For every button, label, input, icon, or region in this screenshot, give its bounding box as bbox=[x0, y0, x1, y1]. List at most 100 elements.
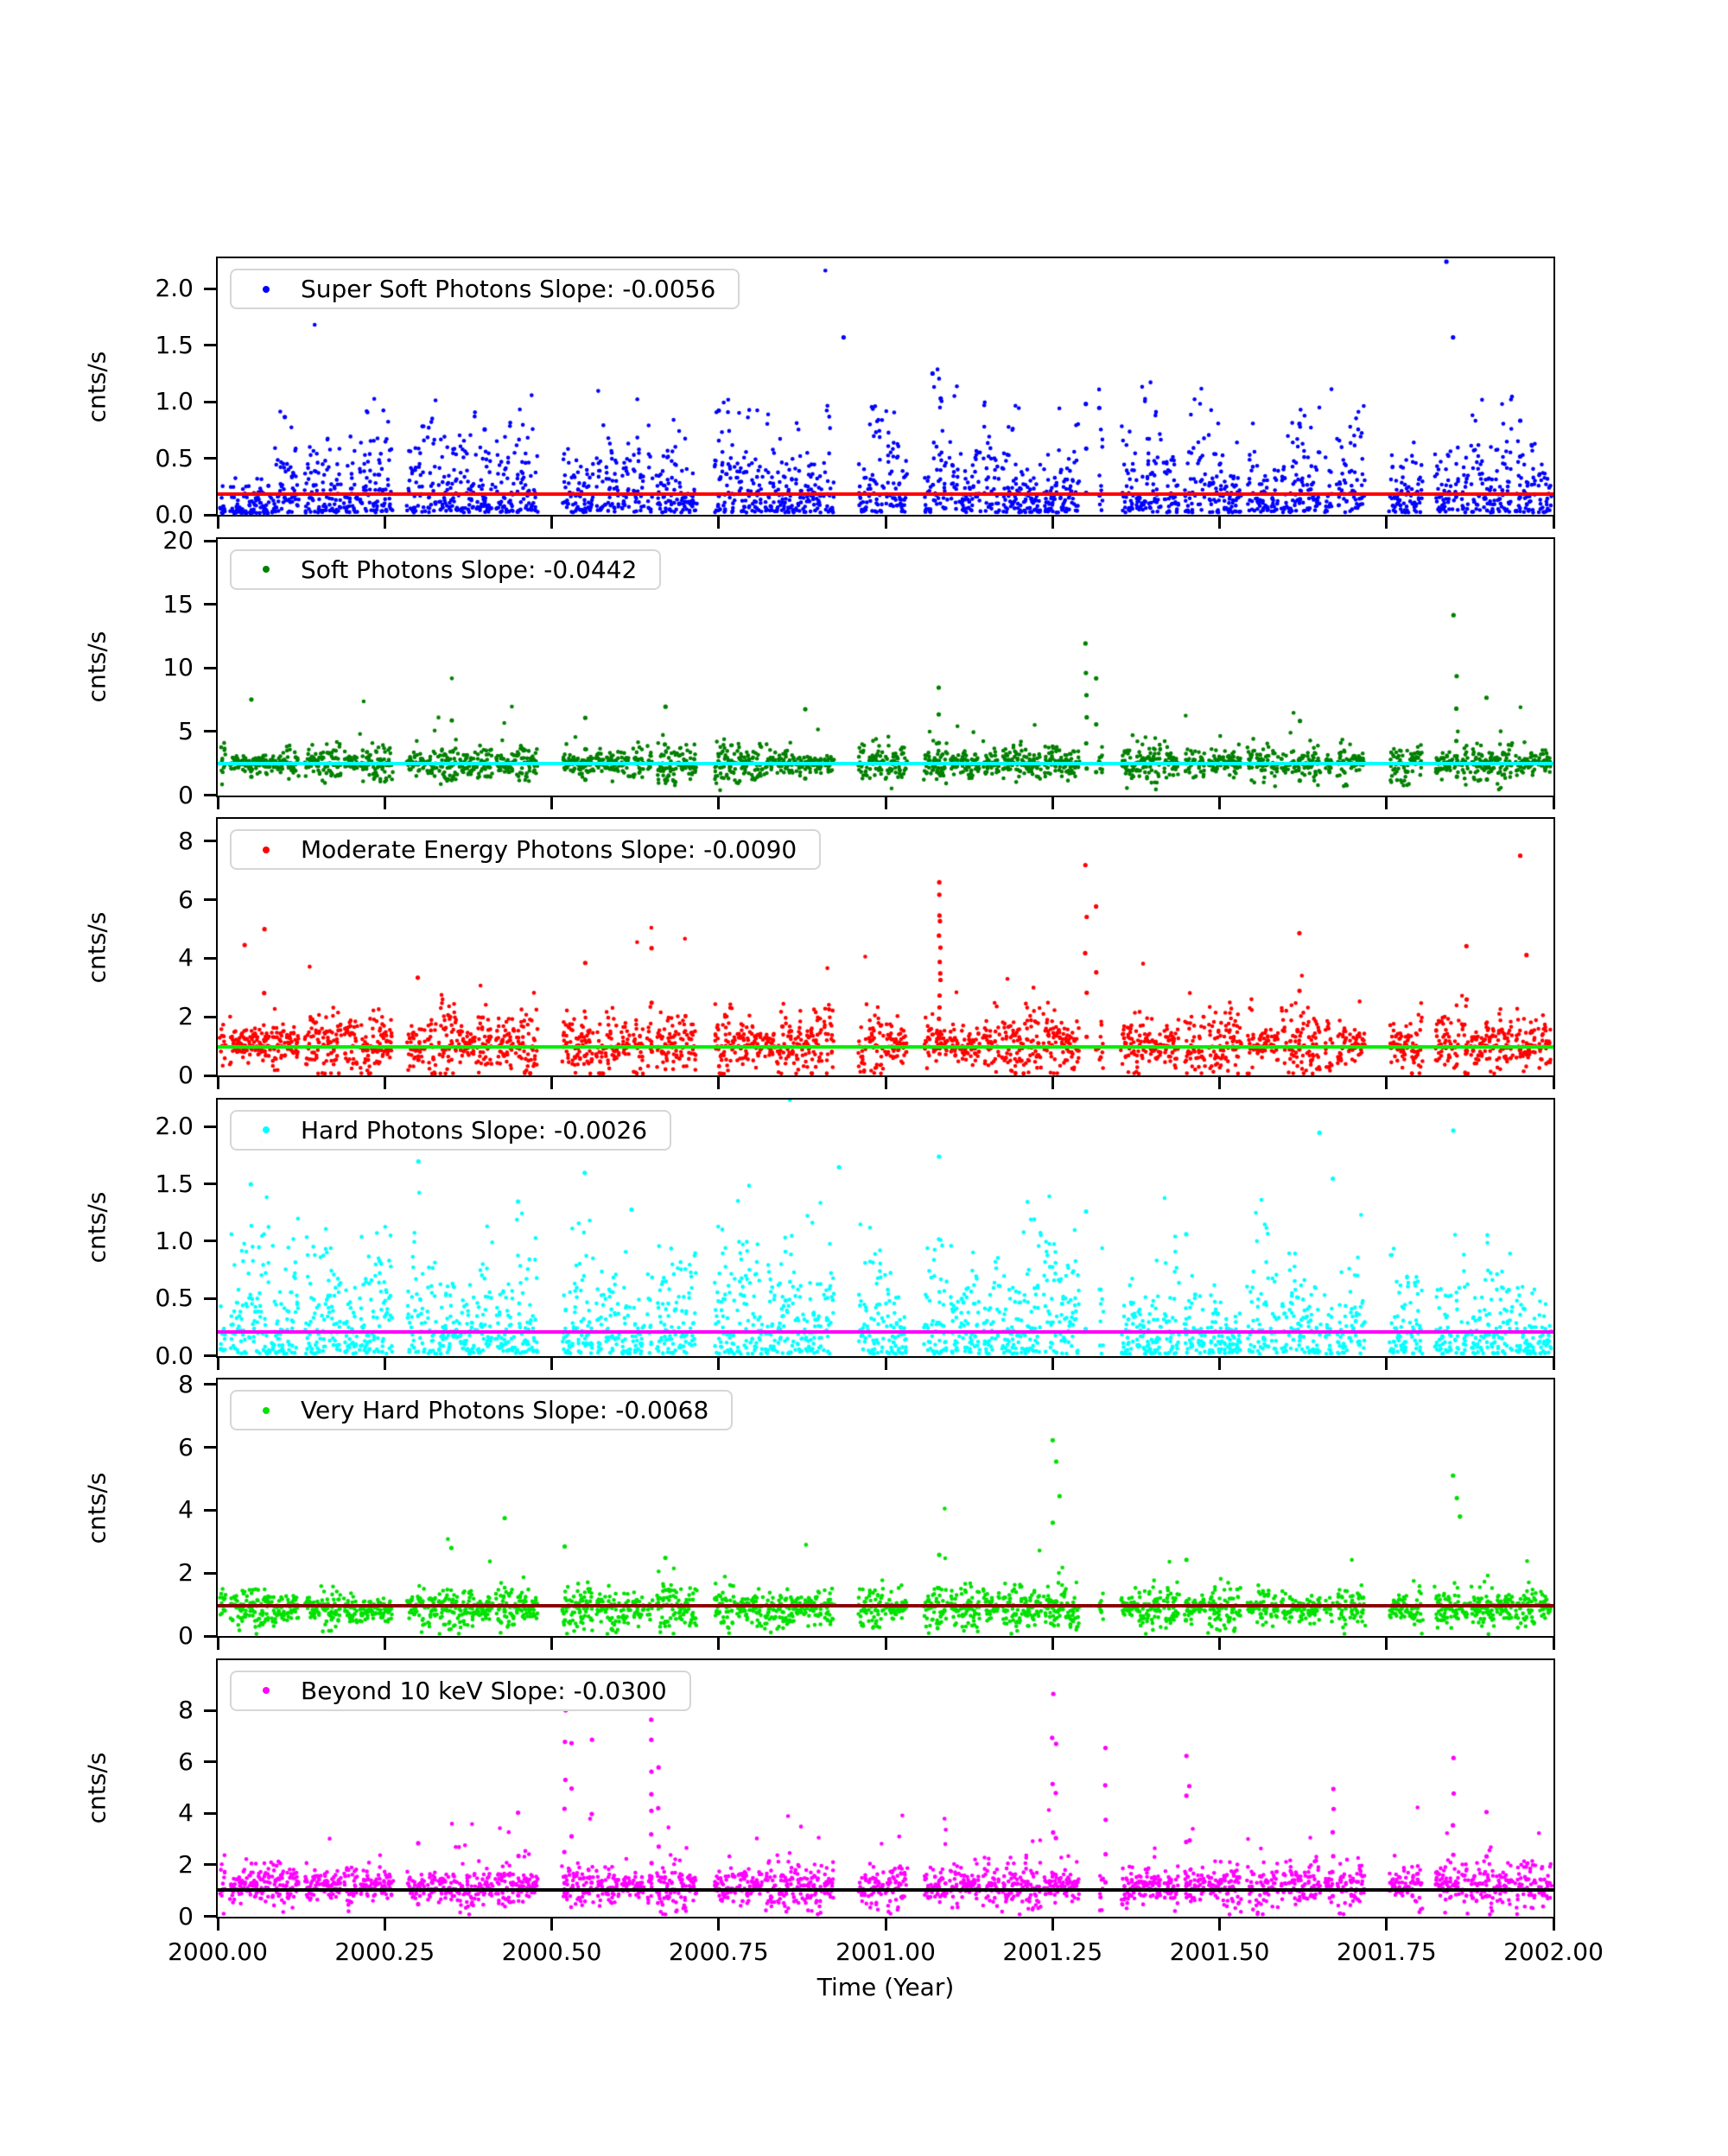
x-tick bbox=[717, 796, 721, 809]
y-tick bbox=[204, 1760, 216, 1764]
legend-label-beyond-10kev: Beyond 10 keV Slope: -0.0300 bbox=[301, 1676, 667, 1705]
y-tick bbox=[204, 1015, 216, 1018]
x-tick bbox=[383, 517, 386, 529]
trend-line-hard bbox=[218, 1330, 1553, 1335]
panel-very-hard: Very Hard Photons Slope: -0.0068 bbox=[216, 1378, 1555, 1638]
x-tick-label: 2002.00 bbox=[1503, 1937, 1604, 1966]
y-tick bbox=[204, 400, 216, 403]
x-tick bbox=[1051, 1077, 1054, 1089]
x-tick bbox=[550, 796, 553, 809]
y-tick bbox=[204, 457, 216, 460]
x-tick bbox=[1385, 1357, 1388, 1370]
y-tick-label: 8 bbox=[178, 1369, 194, 1398]
y-tick bbox=[204, 1811, 216, 1815]
x-tick bbox=[717, 517, 721, 529]
y-tick bbox=[204, 344, 216, 347]
x-tick bbox=[216, 1357, 219, 1370]
y-tick bbox=[204, 1508, 216, 1512]
legend-marker-slot bbox=[232, 1687, 301, 1694]
legend-marker-dot-moderate-energy bbox=[263, 846, 270, 853]
y-tick bbox=[204, 1863, 216, 1867]
legend-hard: Hard Photons Slope: -0.0026 bbox=[230, 1109, 672, 1151]
legend-marker-dot-soft bbox=[263, 566, 270, 573]
legend-marker-slot bbox=[232, 285, 301, 293]
x-tick-label: 2000.00 bbox=[168, 1937, 268, 1966]
y-tick-label: 0.5 bbox=[155, 1284, 194, 1313]
y-tick bbox=[204, 1709, 216, 1712]
legend-soft: Soft Photons Slope: -0.0442 bbox=[230, 549, 662, 590]
trend-line-very-hard bbox=[218, 1604, 1553, 1608]
x-tick bbox=[1218, 1638, 1221, 1650]
legend-marker-dot-very-hard bbox=[263, 1406, 270, 1414]
x-tick-label: 2000.50 bbox=[501, 1937, 602, 1966]
x-tick bbox=[1051, 1918, 1054, 1931]
panel-beyond-10kev: Beyond 10 keV Slope: -0.0300 bbox=[216, 1658, 1555, 1918]
x-tick bbox=[550, 1918, 553, 1931]
y-tick-label: 2.0 bbox=[155, 274, 194, 303]
y-tick bbox=[204, 794, 216, 796]
legend-beyond-10kev: Beyond 10 keV Slope: -0.0300 bbox=[230, 1670, 691, 1711]
x-tick bbox=[1051, 517, 1054, 529]
y-axis-label: cnts/s bbox=[82, 351, 111, 422]
x-tick bbox=[216, 1638, 219, 1650]
trend-line-soft bbox=[218, 761, 1553, 765]
x-tick-label: 2001.75 bbox=[1336, 1937, 1437, 1966]
y-tick-label: 10 bbox=[162, 653, 194, 682]
y-tick-label: 6 bbox=[178, 1432, 194, 1462]
y-tick-label: 0 bbox=[178, 1621, 194, 1650]
legend-label-super-soft: Super Soft Photons Slope: -0.0056 bbox=[301, 275, 716, 303]
x-tick bbox=[383, 796, 386, 809]
y-axis-label: cnts/s bbox=[82, 631, 111, 703]
x-tick bbox=[1218, 1357, 1221, 1370]
x-tick bbox=[1218, 796, 1221, 809]
x-tick bbox=[1552, 1638, 1555, 1650]
y-tick bbox=[204, 1297, 216, 1300]
x-tick bbox=[884, 517, 887, 529]
x-tick bbox=[216, 1918, 219, 1931]
x-tick bbox=[1552, 796, 1555, 809]
x-tick bbox=[1552, 517, 1555, 529]
x-tick bbox=[1385, 796, 1388, 809]
legend-label-hard: Hard Photons Slope: -0.0026 bbox=[301, 1115, 648, 1145]
x-tick bbox=[1552, 1077, 1555, 1089]
y-tick bbox=[204, 1074, 216, 1077]
legend-marker-slot bbox=[232, 846, 301, 853]
legend-marker-slot bbox=[232, 1126, 301, 1133]
x-tick bbox=[1385, 517, 1388, 529]
y-tick bbox=[204, 1446, 216, 1449]
y-tick-label: 2 bbox=[178, 1558, 194, 1588]
y-tick-label: 0.0 bbox=[155, 1341, 194, 1370]
y-tick-label: 1.5 bbox=[155, 330, 194, 359]
x-tick bbox=[1385, 1918, 1388, 1931]
legend-marker-slot bbox=[232, 566, 301, 573]
x-tick bbox=[550, 1638, 553, 1650]
legend-label-soft: Soft Photons Slope: -0.0442 bbox=[301, 555, 638, 584]
panel-hard: Hard Photons Slope: -0.0026 bbox=[216, 1097, 1555, 1358]
y-tick-label: 8 bbox=[178, 826, 194, 855]
y-tick-label: 0 bbox=[178, 1061, 194, 1089]
y-axis-label: cnts/s bbox=[82, 1191, 111, 1264]
y-tick-label: 4 bbox=[178, 1798, 194, 1828]
y-tick bbox=[204, 1183, 216, 1186]
legend-moderate-energy: Moderate Energy Photons Slope: -0.0090 bbox=[230, 829, 822, 870]
y-tick bbox=[204, 603, 216, 606]
trend-line-beyond-10kev bbox=[218, 1888, 1553, 1893]
y-tick-label: 2.0 bbox=[155, 1112, 194, 1141]
x-tick bbox=[383, 1918, 386, 1931]
y-tick bbox=[204, 956, 216, 960]
panel-soft: Soft Photons Slope: -0.0442 bbox=[216, 536, 1555, 797]
y-tick bbox=[204, 1915, 216, 1918]
panel-moderate-energy: Moderate Energy Photons Slope: -0.0090 bbox=[216, 817, 1555, 1077]
x-tick bbox=[1218, 1077, 1221, 1089]
y-tick bbox=[204, 1240, 216, 1243]
x-tick bbox=[550, 1077, 553, 1089]
legend-very-hard: Very Hard Photons Slope: -0.0068 bbox=[230, 1390, 734, 1430]
x-tick bbox=[1051, 796, 1054, 809]
x-tick bbox=[1552, 1918, 1555, 1931]
x-tick-label: 2001.50 bbox=[1169, 1937, 1270, 1966]
y-tick-label: 8 bbox=[178, 1696, 194, 1725]
x-tick bbox=[216, 796, 219, 809]
y-tick-label: 2 bbox=[178, 1849, 194, 1879]
trend-line-moderate-energy bbox=[218, 1045, 1553, 1049]
